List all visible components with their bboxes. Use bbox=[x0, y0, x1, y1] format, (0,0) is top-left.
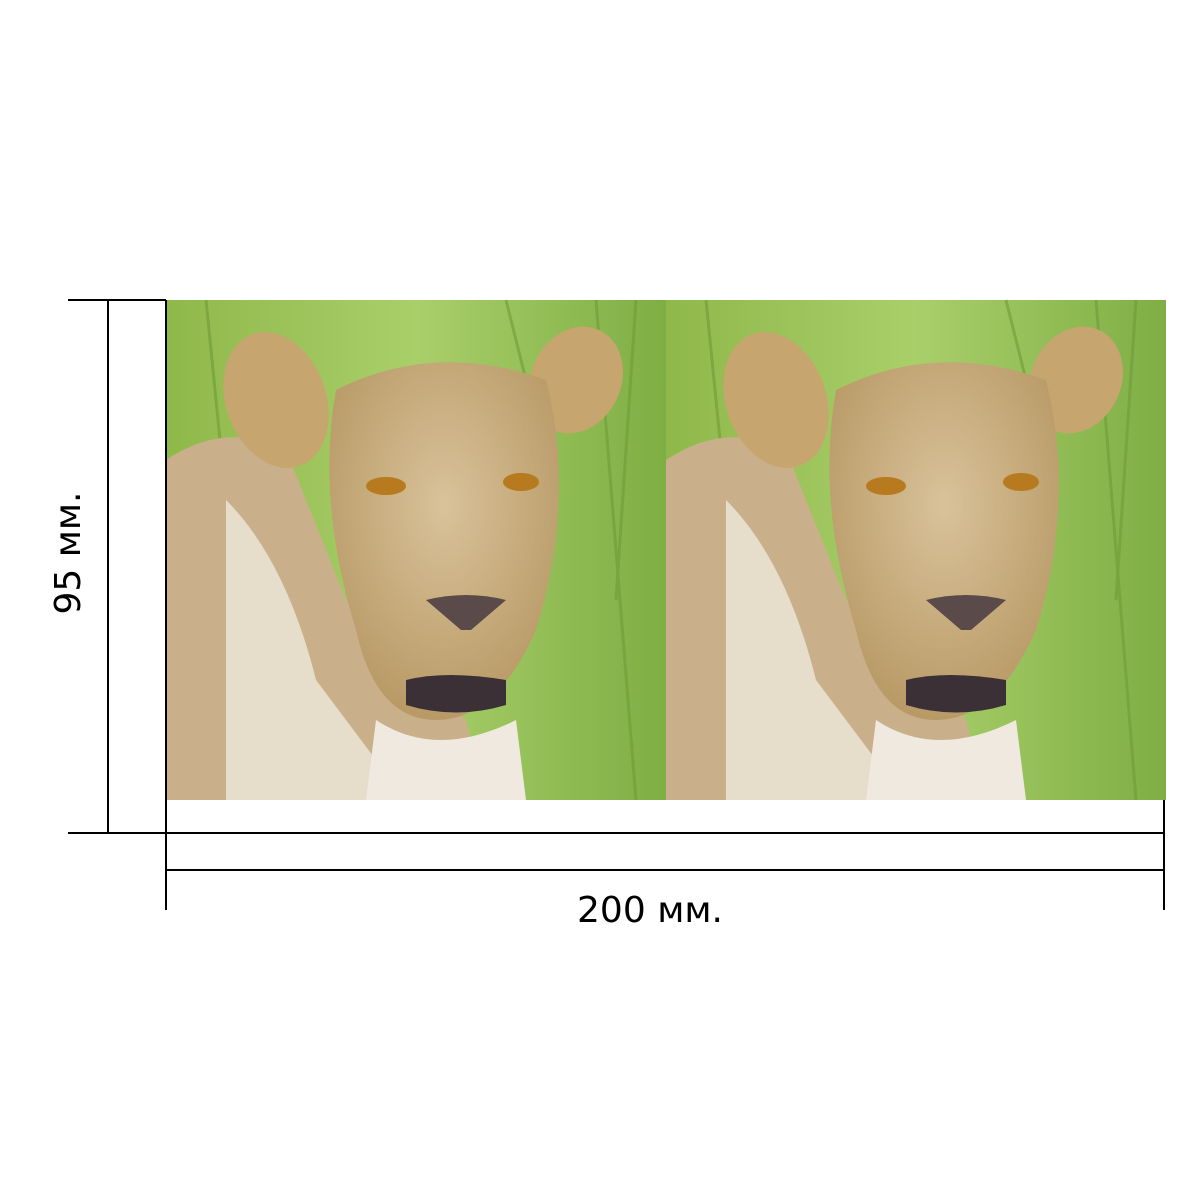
height-dimension: 95 мм. bbox=[48, 299, 167, 834]
print-image-right bbox=[664, 298, 1168, 802]
width-label: 200 мм. bbox=[577, 890, 723, 931]
print-image-left bbox=[164, 298, 668, 802]
width-dimension: 200 мм. bbox=[165, 800, 1165, 931]
height-label: 95 мм. bbox=[48, 491, 89, 614]
